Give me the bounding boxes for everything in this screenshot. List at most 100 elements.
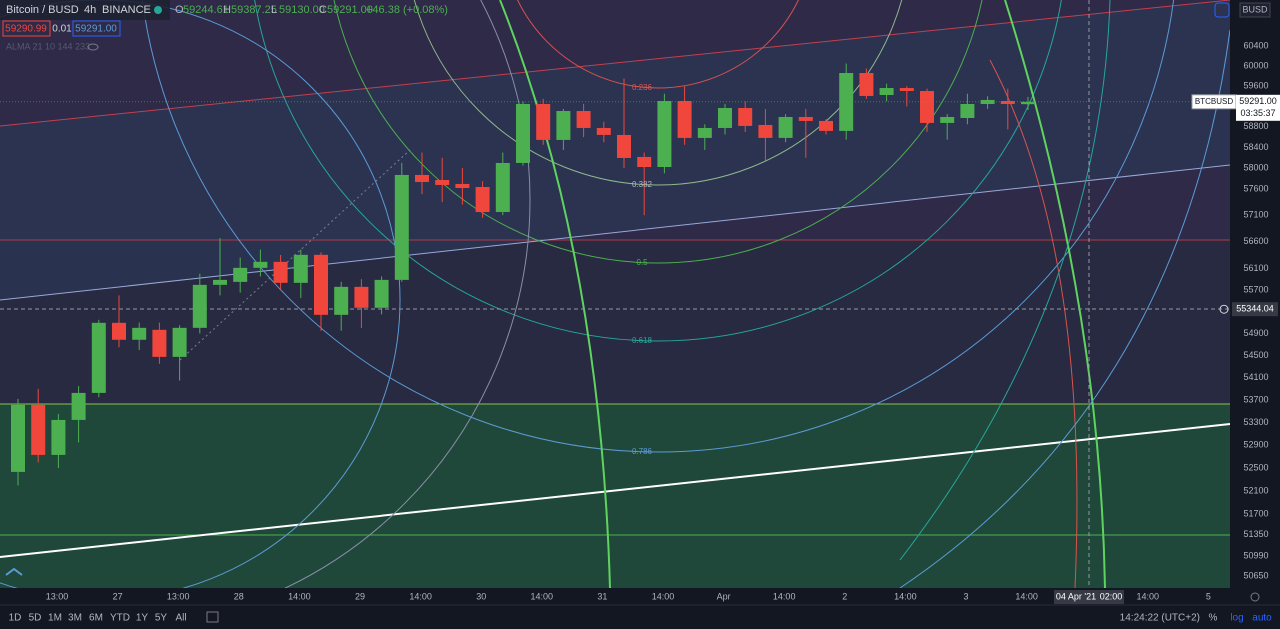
y-tick-label: 50990 bbox=[1243, 550, 1268, 560]
candle-body bbox=[233, 267, 248, 282]
candle-body bbox=[899, 88, 914, 92]
crosshair-time-box bbox=[1098, 590, 1124, 604]
x-tick-label: 13:00 bbox=[167, 591, 190, 601]
candle-body bbox=[435, 180, 450, 185]
candle-body bbox=[152, 329, 167, 357]
exchange: BINANCE bbox=[102, 4, 151, 16]
candle-body bbox=[617, 134, 631, 158]
auto-button[interactable]: auto bbox=[1252, 613, 1272, 624]
candle-body bbox=[31, 404, 46, 455]
x-tick-label: 5 bbox=[1206, 591, 1211, 601]
ohlc-value: 59291.00 bbox=[327, 4, 373, 16]
candle-body bbox=[920, 91, 934, 123]
range-button[interactable]: 5Y bbox=[155, 613, 168, 624]
x-tick-label: 27 bbox=[113, 591, 123, 601]
trend-blue bbox=[0, 164, 1230, 301]
fib-label: 0.618 bbox=[632, 336, 653, 345]
x-tick-label: 13:00 bbox=[46, 591, 69, 601]
ask-box[interactable] bbox=[72, 20, 121, 37]
range-button[interactable]: 1D bbox=[9, 613, 22, 624]
y-tick-label: 53300 bbox=[1243, 417, 1268, 427]
range-button[interactable]: 1Y bbox=[136, 613, 149, 624]
candle-body bbox=[879, 88, 894, 96]
countdown: 03:35:37 bbox=[1240, 108, 1275, 118]
range-button[interactable]: 1M bbox=[48, 613, 62, 624]
log-button[interactable]: log bbox=[1230, 613, 1243, 624]
fib-label: 0.236 bbox=[632, 83, 653, 92]
candle-body bbox=[213, 279, 227, 285]
fib-arc-main bbox=[1004, 0, 1106, 588]
percent-button[interactable]: % bbox=[1209, 613, 1218, 624]
ask[interactable]: 59291.00 bbox=[75, 24, 117, 35]
candle-body bbox=[455, 183, 470, 188]
y-tick-label: 58800 bbox=[1243, 121, 1268, 131]
channel-fill bbox=[0, 0, 1230, 300]
candle-body bbox=[556, 111, 571, 140]
indicator[interactable]: ALMA 21 10 144 233 bbox=[6, 41, 90, 51]
crosshair-date-box bbox=[1054, 590, 1098, 604]
candle-body bbox=[718, 108, 732, 128]
fib-arc bbox=[0, 0, 401, 588]
candle-body bbox=[1000, 100, 1015, 104]
ohlc-label: L bbox=[271, 4, 277, 16]
last-price-box bbox=[1236, 94, 1280, 121]
candle-body bbox=[354, 286, 369, 308]
y-tick-label: 54500 bbox=[1243, 350, 1268, 360]
x-tick-label: 14:00 bbox=[652, 591, 675, 601]
range-button[interactable]: YTD bbox=[110, 613, 130, 624]
calendar-icon[interactable] bbox=[206, 611, 219, 623]
candle-body bbox=[475, 186, 490, 213]
logo[interactable] bbox=[5, 567, 23, 576]
range-button[interactable]: 5D bbox=[29, 613, 42, 624]
y-tick-label: 54900 bbox=[1243, 328, 1268, 338]
object-tree-icon[interactable] bbox=[1214, 2, 1230, 18]
candle-body bbox=[758, 124, 773, 138]
candle-body bbox=[51, 419, 66, 455]
candle-body bbox=[1021, 101, 1035, 105]
add-alert[interactable] bbox=[1219, 304, 1229, 314]
bid[interactable]: 59290.99 bbox=[5, 24, 47, 35]
candle-body bbox=[516, 103, 530, 163]
symbol[interactable]: Bitcoin / BUSD bbox=[6, 4, 79, 16]
candle-body bbox=[273, 261, 288, 283]
currency-box[interactable] bbox=[1239, 2, 1271, 18]
spread: 0.01 bbox=[52, 24, 72, 35]
y-tick-label: 54100 bbox=[1243, 372, 1268, 382]
fib-arc bbox=[283, 0, 531, 588]
ohlc-label: O bbox=[175, 4, 184, 16]
range-button[interactable]: All bbox=[175, 613, 186, 624]
interval[interactable]: 4h bbox=[84, 4, 96, 16]
x-tick-label: 29 bbox=[355, 591, 365, 601]
range-button[interactable]: 6M bbox=[89, 613, 103, 624]
trend-red bbox=[0, 0, 1230, 127]
candles bbox=[11, 63, 1035, 486]
x-tick-label: 28 bbox=[234, 591, 244, 601]
clock[interactable]: 14:24:22 (UTC+2) bbox=[1120, 613, 1200, 624]
candle-body bbox=[960, 103, 975, 118]
x-tick-label: 3 bbox=[963, 591, 968, 601]
x-tick-label: 14:00 bbox=[1015, 591, 1038, 601]
bid-box[interactable] bbox=[2, 20, 51, 37]
fib-arc bbox=[413, 0, 903, 186]
candle-body bbox=[374, 279, 389, 308]
x-tick-label: 14:00 bbox=[894, 591, 917, 601]
crosshair-time: 02:00 bbox=[1100, 591, 1123, 601]
fib-arc bbox=[142, 0, 1174, 453]
last-price: 59291.00 bbox=[1239, 96, 1277, 106]
currency[interactable]: BUSD bbox=[1242, 4, 1268, 14]
ohlc: O 59244.61H 59387.25L 59130.00C 59291.00 bbox=[175, 4, 373, 16]
settings-icon[interactable] bbox=[1250, 592, 1260, 602]
candle-body bbox=[697, 127, 712, 138]
toolbar: 1D 5D 1M 3M 6M YTD 1Y 5Y All 14:24:22 (UTC+2)% log… bbox=[9, 613, 1273, 624]
eye-icon[interactable] bbox=[87, 43, 99, 51]
range-button[interactable]: 3M bbox=[68, 613, 82, 624]
candle-body bbox=[778, 116, 793, 138]
y-tick-label: 58400 bbox=[1243, 142, 1268, 152]
y-tick-label: 60000 bbox=[1243, 60, 1268, 70]
y-tick-label: 51350 bbox=[1243, 529, 1268, 539]
candle-body bbox=[637, 156, 652, 168]
header-bg bbox=[0, 0, 170, 20]
fib-label: 0.786 bbox=[632, 447, 653, 456]
